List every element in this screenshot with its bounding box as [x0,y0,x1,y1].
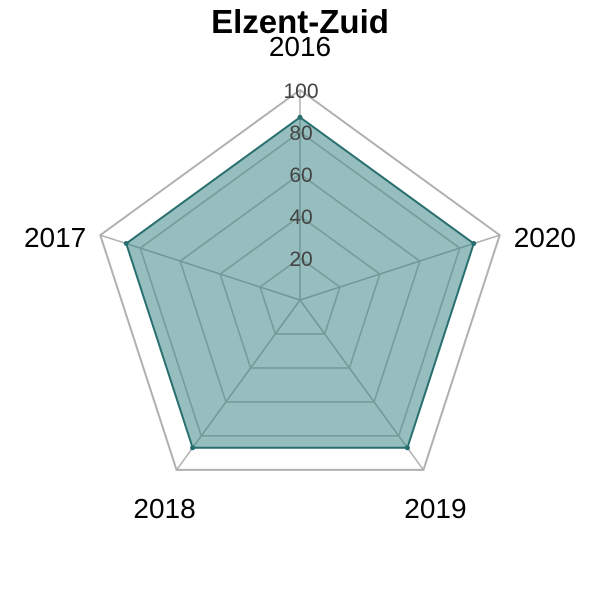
data-point-2017 [123,241,129,247]
series-area-0 [125,116,475,449]
data-point-2018 [190,445,196,451]
tick-label-40: 40 [289,206,312,229]
data-layer [123,114,477,451]
axis-label-2019: 2019 [404,493,466,524]
tick-label-60: 60 [289,164,312,187]
axis-label-2020: 2020 [514,222,576,253]
data-point-2016 [297,114,303,120]
tick-label-100: 100 [283,80,318,103]
axis-label-2018: 2018 [133,493,195,524]
chart-title: Elzent-Zuid [211,3,389,40]
gridline-ring-overlay-20 [259,257,341,335]
axis-label-2016: 2016 [269,31,331,62]
tick-layer: 20 40 60 80 100 [283,80,318,271]
data-point-2019 [404,445,410,451]
gridline-ring-overlay-60 [179,173,421,403]
gridline-ring-overlay-40 [219,215,381,369]
tick-label-20: 20 [289,248,312,271]
data-point-2020 [471,241,477,247]
tick-label-80: 80 [289,122,312,145]
gridline-ring-100 [99,88,501,471]
gridline-ring-overlay-80 [139,131,461,437]
axis-label-2017: 2017 [24,222,86,253]
label-layer: 2016 2017 2018 2019 2020 [24,31,576,524]
